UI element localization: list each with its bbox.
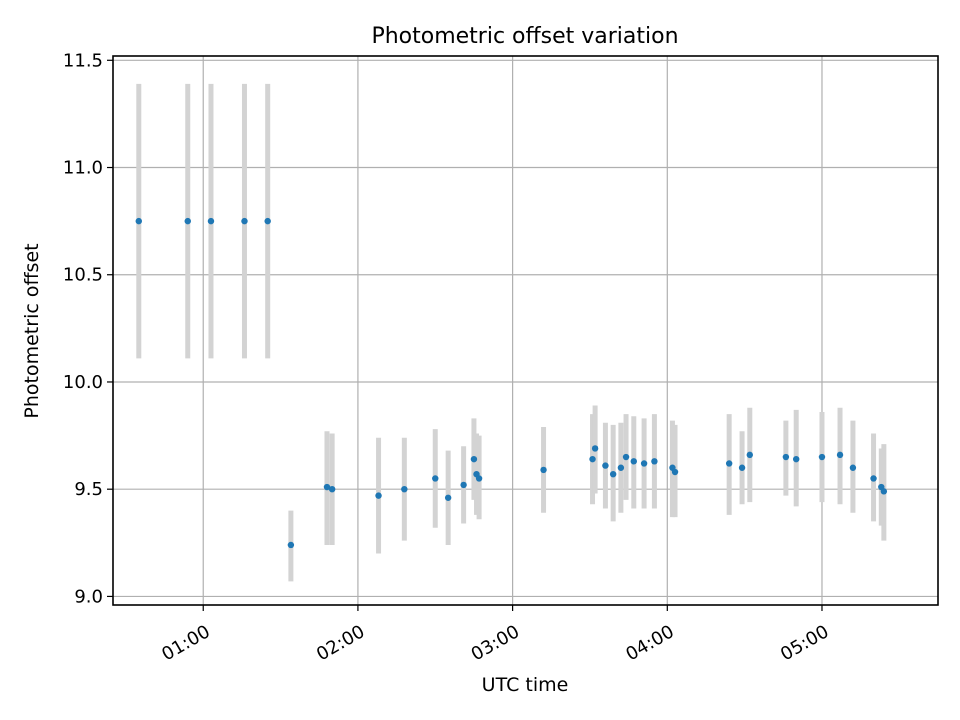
data-point: [328, 485, 336, 493]
data-point: [671, 468, 679, 476]
grid: [113, 56, 938, 605]
data-point: [609, 470, 617, 478]
axis-ticks: 01:00 02:00 03:00 04:00 05:00 9.0 9.5 10.0 10.5 1…: [63, 50, 833, 665]
data-point: [241, 217, 248, 225]
data-point: [444, 494, 452, 501]
data-point: [725, 460, 733, 467]
x-tick-label: 04:00: [622, 621, 677, 665]
data-point: [622, 453, 630, 461]
error-bars: [136, 83, 887, 582]
x-tick-label: 05:00: [777, 621, 832, 665]
y-tick-label: 11.0: [63, 158, 103, 179]
data-point: [589, 455, 596, 463]
data-point: [470, 455, 478, 463]
data-point: [475, 475, 483, 482]
x-tick-label: 03:00: [468, 621, 523, 665]
data-point: [640, 460, 648, 467]
data-point: [184, 217, 191, 225]
data-point: [746, 451, 753, 459]
data-point: [793, 455, 800, 463]
data-point: [207, 217, 215, 225]
data-point: [818, 453, 826, 461]
data-point: [460, 481, 467, 489]
data-point: [782, 453, 790, 461]
y-axis-label: Photometric offset: [21, 243, 43, 418]
data-point: [375, 492, 382, 499]
data-point: [135, 217, 142, 225]
data-point: [738, 464, 746, 471]
data-point: [651, 458, 658, 465]
data-point: [836, 451, 844, 459]
data-point: [849, 464, 857, 471]
data-point: [401, 485, 408, 493]
x-axis-label: UTC time: [482, 674, 569, 696]
y-tick-label: 11.5: [63, 50, 103, 71]
data-point: [870, 475, 877, 482]
data-point: [630, 458, 637, 465]
data-points: [135, 217, 888, 549]
data-point: [323, 483, 331, 491]
data-point: [591, 445, 599, 452]
data-point: [432, 475, 439, 482]
y-tick-label: 10.0: [63, 372, 103, 393]
y-tick-label: 9.0: [74, 586, 103, 607]
data-point: [287, 541, 295, 549]
x-tick-label: 01:00: [158, 621, 213, 665]
data-point: [602, 462, 609, 469]
x-tick-label: 02:00: [313, 621, 368, 665]
y-tick-label: 9.5: [74, 479, 103, 500]
plot-frame: [112, 55, 939, 606]
chart-title: Photometric offset variation: [371, 24, 678, 49]
data-point: [880, 488, 888, 495]
data-point: [264, 217, 271, 225]
y-tick-label: 10.5: [63, 265, 103, 286]
data-point: [540, 466, 547, 474]
data-point: [617, 464, 625, 471]
